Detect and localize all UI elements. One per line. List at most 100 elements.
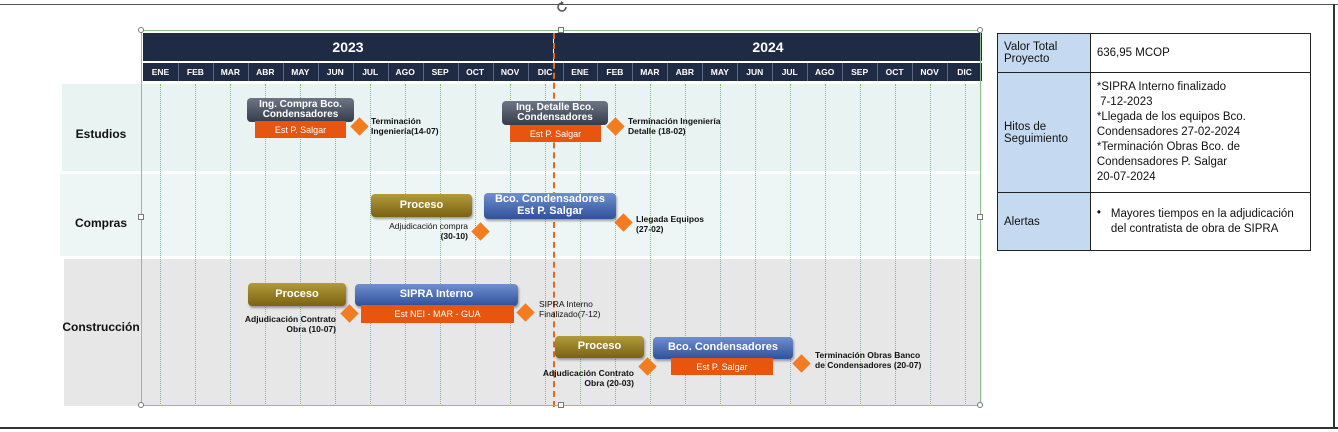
milestone-m1-line2: Ingeniería(14-07): [371, 125, 439, 136]
month-label: DIC: [537, 67, 553, 77]
month-gridline: [370, 84, 372, 406]
month-label: JUL: [362, 67, 379, 77]
milestone-m2-line1: Terminación Ingeniería: [628, 116, 721, 126]
month-label: AGO: [395, 67, 415, 77]
bar-constr-proceso-2[interactable]: Proceso: [555, 336, 644, 358]
resize-handle-middle-left[interactable]: [138, 214, 144, 220]
month-label: FEB: [606, 67, 624, 77]
milestone-m5-line2: Obra (10-07): [286, 323, 336, 334]
hitos-line: 7-12-2023: [1096, 96, 1153, 109]
bar-compras-proceso[interactable]: Proceso: [371, 194, 472, 217]
bullet-icon: •: [1096, 206, 1101, 219]
bar-constr-bco[interactable]: Bco. Condensadores: [653, 337, 793, 359]
milestone-m4-line2: (27-02): [636, 223, 664, 234]
milestone-m2-line2: Detalle (18-02): [628, 125, 686, 136]
milestone-m6: SIPRA Interno Finalizado(7-12): [539, 299, 600, 320]
alertas-label: Alertas: [997, 192, 1091, 251]
hitos-line: *Llegada de los equipos Bco.: [1096, 111, 1246, 124]
month-label: ENE: [571, 67, 589, 77]
band-label-estudios: Estudios: [75, 127, 127, 141]
month-separator: [807, 63, 809, 81]
bar-ing-compra-sub[interactable]: Est P. Salgar: [255, 121, 346, 138]
valor-total-label: Valor Total Proyecto: [997, 33, 1091, 73]
month-label: JUL: [781, 67, 798, 77]
hitos-line: Condensadores P. Salgar: [1096, 155, 1228, 168]
milestone-m3: Adjudicación compra (30-10): [368, 221, 468, 242]
milestone-m3-line1: Adjudicación compra: [389, 221, 468, 231]
month-gridline: [649, 84, 651, 406]
month-gridline: [579, 84, 581, 406]
month-separator: [177, 63, 179, 81]
year-label-2023: 2023: [332, 39, 364, 55]
milestone-m1: Terminación Ingeniería(14-07): [371, 116, 439, 137]
resize-handle-bottom-left[interactable]: [138, 402, 144, 408]
table-row: Alertas • Mayores tiempos en la adjudica…: [997, 192, 1312, 251]
month-separator: [422, 63, 424, 81]
month-label: JUN: [326, 67, 344, 77]
hitos-line: 20-07-2024: [1096, 170, 1156, 183]
hitos-label: Hitos de Seguimiento: [997, 72, 1091, 193]
table-row: Valor Total Proyecto 636,95 MCOP: [997, 33, 1312, 73]
resize-handle-middle-right[interactable]: [977, 214, 983, 220]
bar-sipra-interno[interactable]: SIPRA Interno: [355, 284, 518, 306]
month-gridline: [195, 84, 197, 406]
resize-handle-bottom-middle[interactable]: [558, 402, 564, 408]
bar-sipra-sub[interactable]: Est NEI - MAR - GUA: [361, 305, 514, 323]
month-separator: [562, 63, 564, 81]
month-separator: [527, 63, 529, 81]
today-line: [553, 33, 555, 407]
month-gridline: [824, 84, 826, 406]
alertas-item: • Mayores tiempos en la adjudicación del…: [1097, 207, 1304, 237]
month-separator: [352, 63, 354, 81]
month-separator: [912, 63, 914, 81]
month-label: SEP: [431, 67, 449, 77]
bar-constr-bco-sub[interactable]: Est P. Salgar: [671, 358, 773, 375]
rotate-handle-icon[interactable]: [555, 0, 569, 14]
month-separator: [212, 63, 214, 81]
milestone-m4-line1: Llegada Equipos: [636, 214, 705, 224]
month-gridline: [440, 84, 442, 406]
month-header-row: ENE FEB MAR ABR MAY JUN JUL AGO SEP OCT NOV DIC ENE F…: [143, 63, 982, 81]
year-header-2023: 2023: [143, 33, 553, 61]
milestone-m7-line2: Obra (20-03): [584, 377, 634, 388]
bar-ing-compra[interactable]: Ing. Compra Bco. Condensadores: [247, 98, 354, 122]
milestone-m8-line1: Terminación Obras Banco: [815, 350, 921, 360]
month-gridline: [789, 84, 791, 406]
alertas-value: • Mayores tiempos en la adjudicación del…: [1089, 192, 1312, 251]
bar-ing-detalle-sub[interactable]: Est P. Salgar: [510, 125, 601, 142]
month-gridline: [859, 84, 861, 406]
band-construccion: [64, 259, 982, 406]
month-label: AGO: [814, 67, 835, 77]
milestone-m8-line2: de Condensadores (20-07): [815, 359, 922, 370]
valor-total-value: 636,95 MCOP: [1089, 33, 1312, 73]
resize-handle-bottom-right[interactable]: [977, 402, 983, 408]
month-gridline: [510, 84, 512, 406]
milestone-m4: Llegada Equipos (27-02): [636, 214, 705, 235]
resize-handle-top-left[interactable]: [138, 27, 144, 33]
bar-constr-proceso-1[interactable]: Proceso: [248, 283, 346, 306]
month-separator: [667, 63, 669, 81]
hitos-line: Condensadores 27-02-2024: [1096, 126, 1241, 139]
month-gridline: [405, 84, 407, 406]
frame-right-border: [1333, 4, 1335, 428]
month-label: MAR: [640, 67, 660, 77]
month-gridline: [719, 84, 721, 406]
month-separator: [842, 63, 844, 81]
table-row: Hitos de Seguimiento *SIPRA Interno fina…: [997, 72, 1312, 193]
month-gridline: [754, 84, 756, 406]
month-label: FEB: [186, 67, 204, 77]
month-gridline: [894, 84, 896, 406]
resize-handle-top-middle[interactable]: [558, 27, 564, 33]
month-gridline: [300, 84, 302, 406]
band-label-construccion: Construcción: [62, 320, 140, 334]
resize-handle-top-right[interactable]: [977, 27, 983, 33]
milestone-m3-line2: (30-10): [440, 230, 468, 241]
month-gridline: [684, 84, 686, 406]
milestone-m2: Terminación Ingeniería Detalle (18-02): [628, 116, 721, 137]
bar-ing-detalle[interactable]: Ing. Detalle Bco. Condensadores: [502, 101, 608, 125]
month-separator: [492, 63, 494, 81]
month-gridline: [265, 84, 267, 406]
bar-compras-bco[interactable]: Bco. Condensadores Est P. Salgar: [484, 193, 616, 219]
month-gridline: [929, 84, 931, 406]
milestone-m5: Adjudicación Contrato Obra (10-07): [224, 314, 336, 335]
